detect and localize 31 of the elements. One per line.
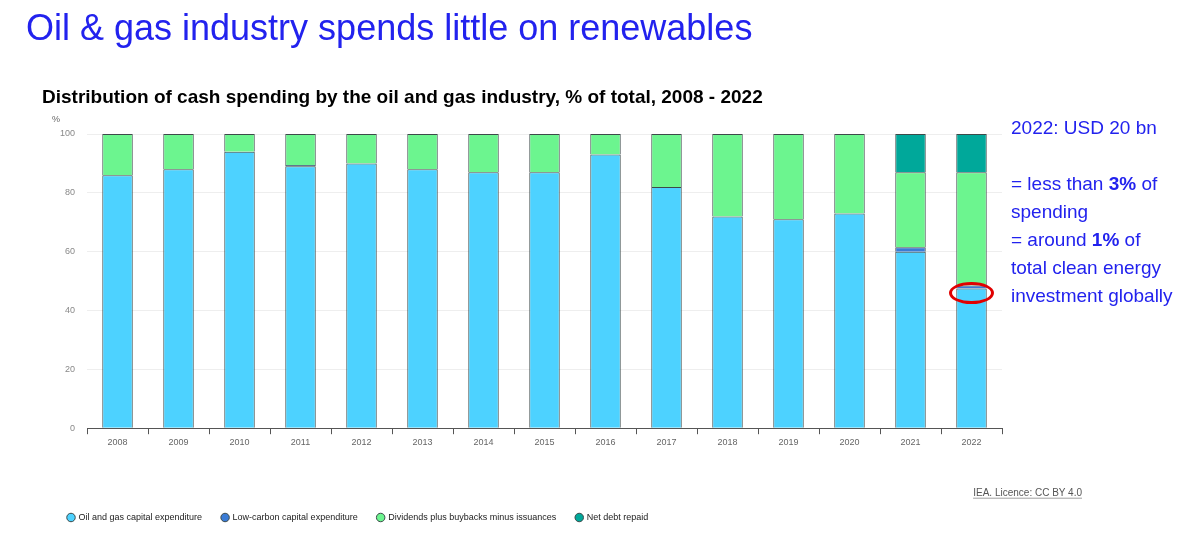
y-axis-title: % <box>52 114 61 125</box>
chart-subtitle: Distribution of cash spending by the oil and gas industry, % of total, 2008 - 2022 <box>42 86 764 108</box>
legend-label: Net debt repaid <box>586 511 649 522</box>
x-tick-label: 2008 <box>107 437 128 448</box>
x-tick-label: 2020 <box>839 437 860 448</box>
text: IEA. Licence: CC BY 4.0 <box>973 487 1083 499</box>
y-tick-label: 60 <box>65 246 76 257</box>
text: = around 1% of total clean energy investment globally <box>1011 228 1174 308</box>
x-tick-label: 2012 <box>351 437 372 448</box>
x-tick-label: 2019 <box>778 437 799 448</box>
chart-title: Oil & gas industry spends little on renewables <box>26 7 754 48</box>
x-tick-label: 2014 <box>473 437 494 448</box>
legend-label: Dividends plus buybacks minus issuances <box>388 511 557 522</box>
y-tick-label: 0 <box>70 422 76 433</box>
x-tick-label: 2022 <box>961 437 982 448</box>
x-tick-label: 2010 <box>229 437 250 448</box>
x-tick-label: 2009 <box>168 437 189 448</box>
x-tick-label: 2021 <box>900 437 921 448</box>
y-tick-label: 40 <box>65 305 76 315</box>
x-tick-label: 2015 <box>534 437 555 448</box>
x-tick-label: 2018 <box>717 437 738 448</box>
y-tick-label: 80 <box>65 187 76 198</box>
x-tick-label: 2016 <box>595 437 616 448</box>
x-tick-label: 2011 <box>290 437 311 448</box>
legend-label: Oil and gas capital expenditure <box>78 511 203 522</box>
y-tick-label: 100 <box>59 128 76 139</box>
legend-label: Low-carbon capital expenditure <box>232 511 358 522</box>
x-tick-label: 2017 <box>656 437 677 448</box>
y-tick-label: 20 <box>65 363 76 374</box>
x-tick-label: 2013 <box>412 437 433 448</box>
text: 2022: USD 20 bn <box>1011 116 1158 140</box>
